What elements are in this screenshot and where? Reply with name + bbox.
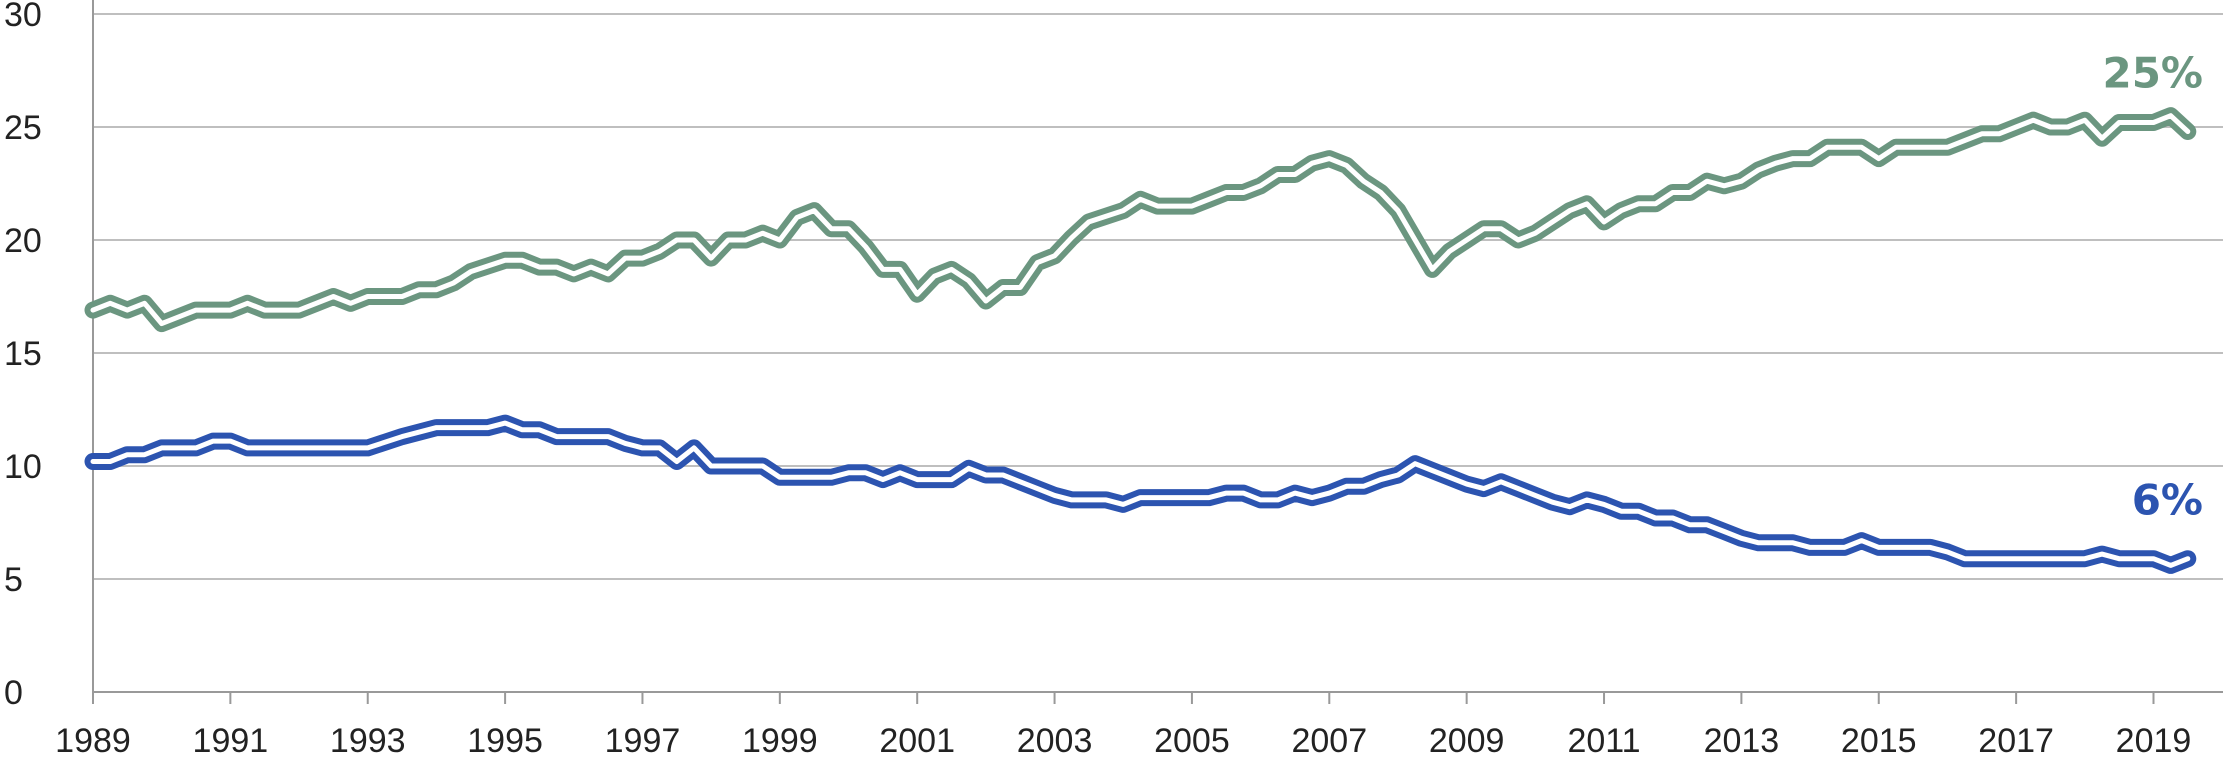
y-tick-label: 30 [4, 0, 42, 34]
x-tick-label: 2019 [2116, 722, 2192, 760]
x-tick-label: 2005 [1154, 722, 1230, 760]
x-tick-label: 2007 [1291, 722, 1367, 760]
series-end-labels: 25% 6% [2102, 49, 2203, 525]
x-tick-label: 1993 [330, 722, 406, 760]
series-line-inner [90, 113, 2191, 327]
y-tick-label: 25 [4, 109, 42, 147]
y-tick-label: 10 [4, 448, 42, 486]
x-tick-label: 1991 [193, 722, 269, 760]
series-line-inner [90, 420, 2191, 568]
x-axis-ticks [92, 692, 2155, 704]
y-axis-tick-labels: 0 5 10 15 20 25 30 [4, 0, 42, 712]
y-tick-label: 0 [4, 674, 23, 712]
grid-lines [93, 13, 2223, 580]
series-end-label: 25% [2102, 49, 2203, 98]
x-tick-label: 1997 [605, 722, 681, 760]
x-tick-label: 2001 [879, 722, 955, 760]
x-tick-label: 2003 [1017, 722, 1093, 760]
series-end-label: 6% [2132, 476, 2203, 525]
y-tick-label: 5 [4, 561, 23, 599]
series-1 [84, 107, 2197, 333]
x-tick-label: 2011 [1567, 722, 1640, 760]
x-tick-label: 1989 [55, 722, 131, 760]
x-tick-label: 2009 [1429, 722, 1505, 760]
y-tick-label: 20 [4, 222, 42, 260]
x-axis-tick-labels: 1989 1991 1993 1995 1997 1999 2001 2003 2005 2007… [55, 722, 2191, 760]
series-layer [84, 107, 2197, 574]
x-tick-label: 2017 [1978, 722, 2054, 760]
x-tick-label: 1995 [467, 722, 543, 760]
x-tick-label: 2013 [1704, 722, 1780, 760]
series-2 [84, 414, 2197, 574]
y-tick-label: 15 [4, 335, 42, 373]
x-tick-label: 2015 [1841, 722, 1917, 760]
x-tick-label: 1999 [742, 722, 818, 760]
